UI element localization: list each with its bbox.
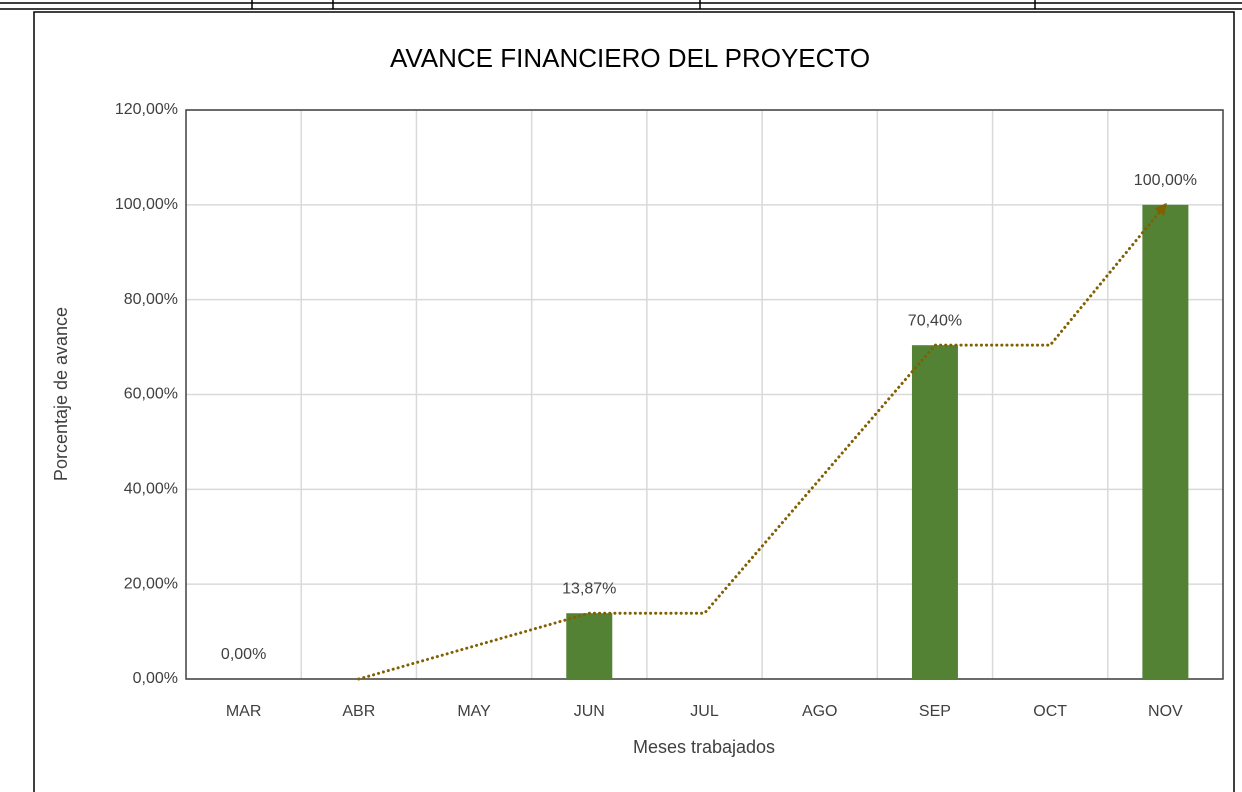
y-tick-label: 40,00% [124, 481, 178, 498]
bar [911, 345, 958, 679]
chart-title: AVANCE FINANCIERO DEL PROYECTO [390, 43, 870, 73]
bar [1142, 204, 1189, 680]
x-tick-label: MAR [226, 703, 262, 720]
data-label: 70,40% [908, 312, 962, 329]
trend-line [357, 202, 1167, 681]
data-label: 13,87% [562, 580, 616, 597]
x-tick-label: JUL [690, 703, 719, 720]
y-axis-label: Porcentaje de avance [51, 307, 71, 481]
y-tick-label: 120,00% [115, 101, 178, 118]
data-label: 0,00% [221, 646, 266, 663]
x-tick-label: OCT [1033, 703, 1067, 720]
y-tick-label: 60,00% [124, 386, 178, 403]
chart-border [33, 11, 1235, 792]
y-tick-label: 20,00% [124, 575, 178, 592]
x-tick-label: JUN [574, 703, 605, 720]
x-tick-label: NOV [1148, 703, 1183, 720]
x-tick-label: SEP [919, 703, 951, 720]
table-strip [0, 0, 1242, 10]
y-tick-label: 0,00% [133, 670, 178, 687]
x-tick-label: AGO [802, 703, 838, 720]
y-tick-label: 80,00% [124, 291, 178, 308]
x-tick-label: ABR [342, 703, 375, 720]
data-label: 100,00% [1134, 172, 1197, 189]
plot-border [185, 109, 1224, 680]
y-tick-label: 100,00% [115, 196, 178, 213]
x-tick-label: MAY [457, 703, 491, 720]
x-axis-label: Meses trabajados [633, 737, 775, 757]
bar [566, 613, 613, 679]
